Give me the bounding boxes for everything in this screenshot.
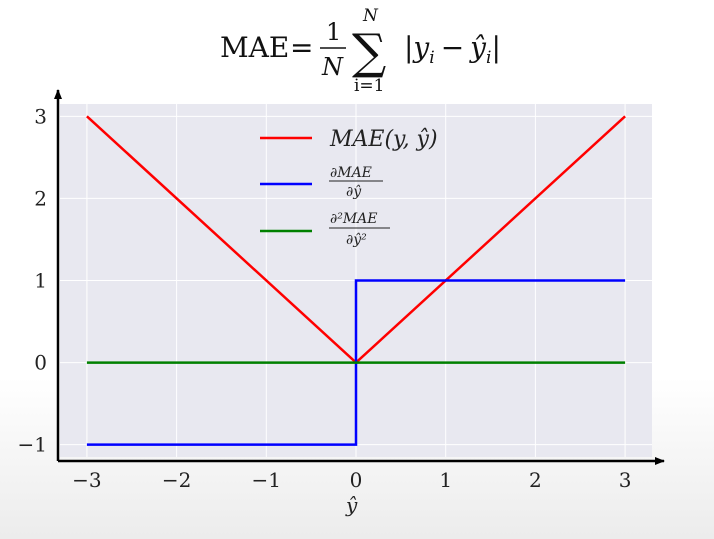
x-tick-label: −2 bbox=[162, 468, 191, 492]
formula-equals: = bbox=[290, 31, 313, 64]
formula-abs-open: |y bbox=[404, 31, 430, 64]
x-tick-label: 2 bbox=[529, 468, 542, 492]
y-tick-label: 2 bbox=[34, 186, 47, 210]
y-tick-label: −1 bbox=[18, 433, 47, 457]
legend-label-mae: MAE(y, ŷ) bbox=[329, 127, 438, 152]
y-tick-label: 1 bbox=[34, 269, 47, 293]
formula-sub-i2: i bbox=[486, 48, 491, 68]
legend: MAE(y, ŷ) ∂MAE ∂ŷ ∂²MAE ∂ŷ² bbox=[260, 127, 438, 248]
formula-body: |yi − ŷi| bbox=[404, 31, 501, 68]
legend-label-first-derivative-den: ∂ŷ bbox=[346, 183, 362, 200]
formula-sum-symbol: ∑ bbox=[352, 24, 386, 80]
x-tick-label: 3 bbox=[619, 468, 632, 492]
series-lines bbox=[86, 115, 626, 446]
formula-frac-numerator: 1 bbox=[326, 18, 341, 46]
formula-sum-lower: i=1 bbox=[354, 76, 385, 96]
formula-yhat: ŷ bbox=[468, 31, 487, 64]
tick-labels: −3 −2 −1 0 1 2 3 −1 0 1 2 3 bbox=[18, 104, 632, 492]
legend-label-second-derivative-num: ∂²MAE bbox=[330, 211, 378, 227]
formula-minus: − bbox=[441, 31, 464, 64]
legend-label-second-derivative-den: ∂ŷ² bbox=[346, 231, 367, 248]
y-tick-label: 0 bbox=[34, 351, 47, 375]
formula-abs-close: | bbox=[491, 31, 500, 64]
x-axis-label: ŷ bbox=[345, 493, 358, 517]
formula-lhs: MAE bbox=[220, 31, 289, 64]
x-tick-label: −1 bbox=[252, 468, 281, 492]
y-tick-label: 3 bbox=[34, 104, 47, 128]
formula-sum-upper: N bbox=[362, 6, 379, 26]
legend-label-first-derivative-num: ∂MAE bbox=[330, 165, 372, 181]
x-tick-label: 1 bbox=[439, 468, 452, 492]
x-tick-label: 0 bbox=[350, 468, 363, 492]
x-tick-label: −3 bbox=[72, 468, 101, 492]
formula-sub-i1: i bbox=[429, 48, 434, 68]
formula-frac-denominator: N bbox=[321, 53, 344, 81]
formula-title: MAE = 1 N N ∑ i=1 |yi − ŷi| bbox=[220, 6, 501, 96]
